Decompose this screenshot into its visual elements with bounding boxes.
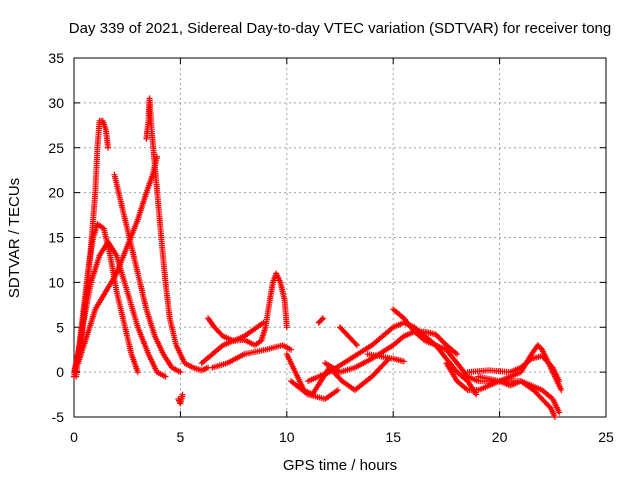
x-axis-ticks: 0 5 10 15 20 25 <box>70 58 614 445</box>
data-point-markers <box>71 238 169 380</box>
series-track-13 <box>315 315 326 326</box>
x-tick-label: 0 <box>70 429 78 445</box>
x-axis-label: GPS time / hours <box>283 457 397 474</box>
y-axis-label: SDTVAR / TECUs <box>6 178 23 298</box>
data-point-markers <box>209 342 295 371</box>
data-point-markers <box>143 95 212 374</box>
series-track-20 <box>464 352 563 385</box>
chart-title: Day 339 of 2021, Sidereal Day-to-day VTE… <box>69 20 611 37</box>
y-tick-label: 5 <box>56 319 64 335</box>
data-points <box>71 95 565 420</box>
series-track-7 <box>175 391 186 407</box>
data-point-markers <box>175 391 186 407</box>
x-tick-label: 25 <box>598 429 614 445</box>
x-tick-label: 5 <box>177 429 185 445</box>
y-tick-label: 0 <box>56 364 64 380</box>
data-point-markers <box>288 378 341 403</box>
data-point-markers <box>337 324 361 349</box>
series-track-14 <box>337 324 361 349</box>
series-track-18 <box>390 306 480 398</box>
data-point-markers <box>390 306 480 398</box>
series-track-6 <box>143 95 212 374</box>
series-track-3 <box>71 238 169 380</box>
series-track-12 <box>288 378 341 403</box>
y-tick-label: 30 <box>48 95 64 111</box>
x-tick-label: 15 <box>385 429 401 445</box>
y-axis-ticks: -5 0 5 10 15 20 25 30 35 <box>48 50 606 425</box>
series-track-21 <box>475 373 558 420</box>
x-tick-label: 20 <box>492 429 508 445</box>
y-tick-label: 15 <box>48 230 64 246</box>
y-tick-label: 10 <box>48 274 64 290</box>
y-tick-label: 25 <box>48 140 64 156</box>
series-track-10 <box>198 319 267 367</box>
y-tick-label: 35 <box>48 50 64 66</box>
data-point-markers <box>475 373 558 420</box>
data-point-markers <box>198 319 267 367</box>
data-point-markers <box>75 153 160 367</box>
y-tick-label: 20 <box>48 185 64 201</box>
series-track-5 <box>75 153 160 367</box>
y-tick-label: -5 <box>52 409 65 425</box>
series-track-9 <box>209 342 295 371</box>
data-point-markers <box>464 352 563 385</box>
data-point-markers <box>315 315 326 326</box>
x-tick-label: 10 <box>279 429 295 445</box>
